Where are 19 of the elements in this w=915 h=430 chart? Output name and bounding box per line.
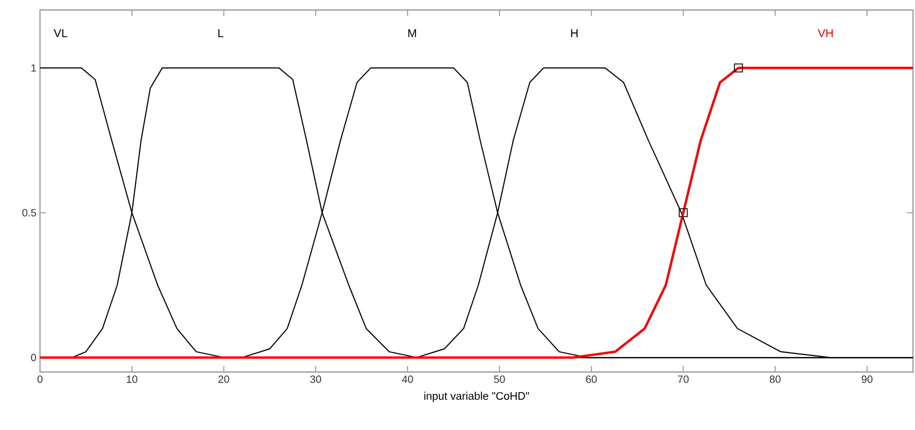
x-tick-label: 0 xyxy=(37,376,42,383)
x-tick-label: 50 xyxy=(494,376,505,383)
x-tick-label: 40 xyxy=(402,376,413,383)
text: VH xyxy=(818,29,833,38)
x-tick-label: 60 xyxy=(586,376,597,383)
x-tick-label: 10 xyxy=(126,376,138,383)
y-tick-label: 1 xyxy=(31,64,36,72)
text: VL xyxy=(54,29,68,38)
text: M xyxy=(408,29,416,38)
x-tick-label: 80 xyxy=(770,376,781,383)
x-tick-label: 70 xyxy=(678,376,689,383)
text: L xyxy=(218,29,224,38)
x-tick-label: 90 xyxy=(862,376,872,383)
text: H xyxy=(571,29,578,38)
y-tick-label: 0.5 xyxy=(22,209,36,216)
x-tick-label: 20 xyxy=(218,376,230,383)
x-axis-title: input variable "CoHD" xyxy=(424,392,529,402)
x-tick-label: 30 xyxy=(310,376,322,383)
y-tick-label: 0 xyxy=(31,354,36,362)
